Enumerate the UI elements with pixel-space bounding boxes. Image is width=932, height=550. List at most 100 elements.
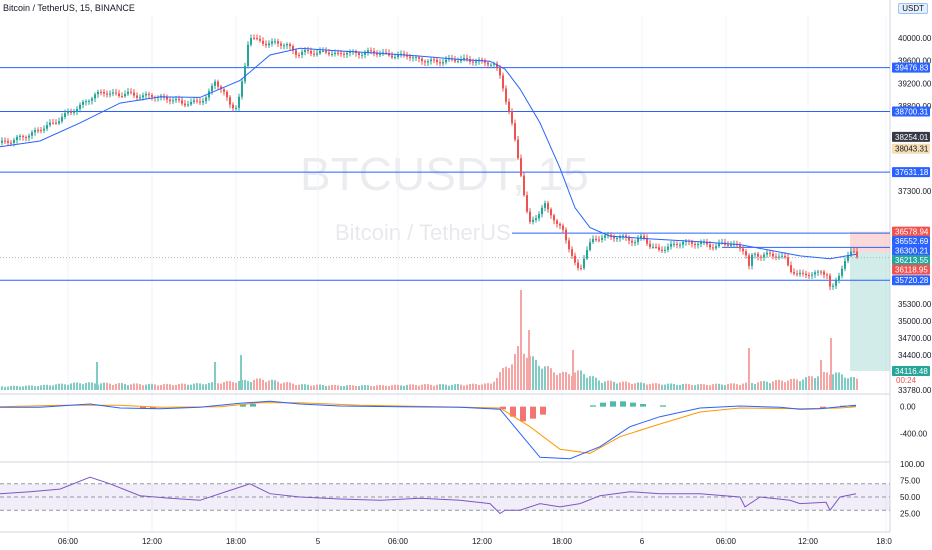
price-tag-bg	[892, 143, 930, 154]
candle-body	[199, 101, 201, 103]
price-tick-label: 34400.00	[898, 351, 932, 360]
currency-button[interactable]: USDT	[898, 3, 928, 14]
time-tick-label: 5	[316, 537, 321, 546]
volume-bar	[451, 384, 453, 390]
candle-body	[373, 51, 375, 54]
volume-bar	[769, 383, 771, 390]
volume-bar	[532, 356, 534, 390]
candle-body	[754, 253, 756, 255]
candle-body	[493, 63, 495, 65]
candle-body	[19, 135, 21, 137]
volume-bar	[508, 368, 510, 390]
volume-bar	[721, 384, 723, 390]
candle-body	[595, 239, 597, 241]
candle-body	[439, 62, 441, 64]
candle-body	[142, 95, 144, 98]
volume-bar	[763, 380, 765, 390]
volume-bar	[211, 382, 213, 390]
volume-bar	[664, 384, 666, 390]
volume-bar	[781, 380, 783, 390]
candle-body	[118, 93, 120, 97]
macd-histogram-bar	[240, 404, 246, 407]
candle-body	[781, 255, 783, 257]
candle-body	[337, 52, 339, 54]
volume-bar	[679, 384, 681, 390]
volume-bar	[808, 375, 810, 390]
candle-body	[178, 99, 180, 101]
candle-body	[103, 91, 105, 94]
volume-bar	[385, 385, 387, 390]
candle-body	[145, 93, 147, 96]
candle-body	[322, 50, 324, 52]
volume-bar	[229, 381, 231, 390]
candle-body	[403, 53, 405, 55]
volume-bar	[301, 384, 303, 390]
volume-bar	[475, 384, 477, 390]
candle-body	[160, 95, 162, 97]
volume-bar	[826, 372, 828, 390]
volume-bar	[586, 377, 588, 390]
candle-body	[235, 107, 237, 109]
volume-bar	[295, 385, 297, 390]
volume-bar	[1, 386, 3, 390]
candle-body	[313, 53, 315, 55]
volume-bar	[391, 385, 393, 390]
candle-body	[847, 255, 849, 261]
volume-bar	[427, 384, 429, 390]
volume-bar	[559, 373, 561, 390]
volume-bar	[493, 381, 495, 390]
price-tick-label: 35300.00	[898, 300, 932, 309]
price-tag-label: 34116.48	[895, 367, 928, 376]
candle-body	[169, 99, 171, 102]
volume-bar	[556, 375, 558, 390]
candle-body	[763, 254, 765, 258]
candle-body	[34, 130, 36, 133]
volume-bar	[259, 378, 261, 390]
volume-bar	[445, 384, 447, 390]
candle-body	[220, 86, 222, 90]
volume-bar	[658, 383, 660, 390]
volume-bar	[799, 381, 801, 390]
volume-bar	[592, 376, 594, 390]
candle-body	[517, 139, 519, 159]
volume-bar	[286, 382, 288, 390]
candle-body	[547, 203, 549, 210]
volume-bar	[262, 379, 264, 390]
candle-body	[775, 256, 777, 258]
candle-body	[535, 218, 537, 220]
candle-body	[589, 242, 591, 250]
candle-body	[553, 215, 555, 221]
volume-bar	[409, 384, 411, 390]
volume-bar	[28, 385, 30, 390]
volume-bar	[787, 380, 789, 390]
volume-bar	[652, 383, 654, 390]
candle-body	[565, 229, 567, 241]
candle-body	[391, 55, 393, 58]
candle-body	[301, 51, 303, 55]
candle-body	[670, 244, 672, 247]
candle-body	[526, 195, 528, 212]
candle-body	[583, 258, 585, 269]
candle-body	[637, 238, 639, 243]
candle-body	[268, 43, 270, 46]
price-tick-label: 39600.00	[898, 57, 932, 66]
candle-body	[499, 67, 501, 76]
volume-bar	[505, 366, 507, 390]
macd-pane	[0, 400, 857, 460]
volume-bar	[37, 386, 39, 390]
candle-body	[1, 140, 3, 143]
candle-body	[748, 255, 750, 266]
volume-bar	[640, 382, 642, 390]
candle-body	[73, 111, 75, 113]
volume-bar	[454, 384, 456, 390]
candle-body	[217, 81, 219, 87]
candle-body	[814, 272, 816, 275]
volume-bar	[79, 383, 81, 390]
candle-body	[10, 142, 12, 144]
candle-body	[652, 247, 654, 249]
volume-bar	[547, 365, 549, 390]
volume-bar	[478, 385, 480, 390]
price-tag-bg	[892, 62, 930, 73]
time-tick-label: 12:00	[472, 537, 493, 546]
